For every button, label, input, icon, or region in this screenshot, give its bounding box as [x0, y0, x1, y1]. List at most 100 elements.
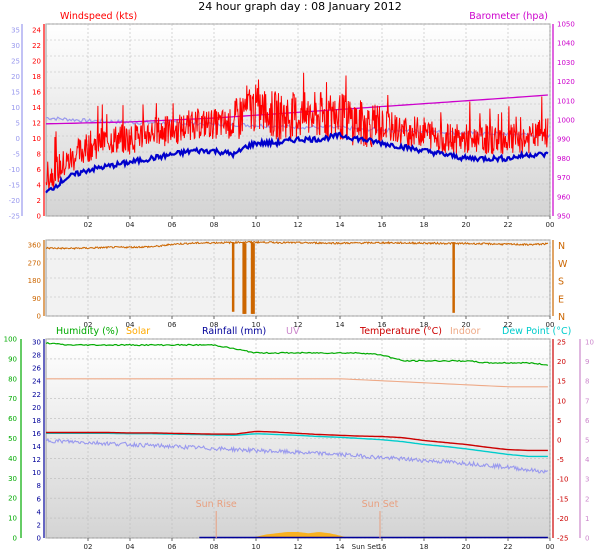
direction-tick-label: 270	[28, 259, 41, 267]
humidity-tick-label: 0	[13, 535, 17, 543]
temp-panel-xtick-label: 22	[504, 543, 513, 551]
legend-entry: Solar	[126, 326, 150, 337]
direction-panel-xtick-label: 06	[168, 321, 177, 329]
direction-panel-xtick-label: 20	[462, 321, 471, 329]
temp-panel-xtick-label: 04	[126, 543, 135, 551]
wind-outer-tick-label: 15	[11, 89, 20, 97]
uv-tick-label: 6	[585, 417, 590, 425]
wind-inner-tick-label: 0	[37, 213, 41, 221]
rainfall-tick-label: 10	[32, 469, 41, 477]
temp-panel-xtick-label: 18	[420, 543, 429, 551]
temp-panel-xtick-label: 16	[378, 543, 387, 551]
temp-panel-xtick-label: 10	[252, 543, 261, 551]
uv-tick-label: 3	[585, 476, 589, 484]
rainfall-tick-label: 22	[32, 391, 41, 399]
baro-tick-label: 960	[557, 193, 570, 201]
direction-panel-xtick-label: 22	[504, 321, 513, 329]
rainfall-tick-label: 12	[32, 456, 41, 464]
temperature-tick-label: 10	[557, 397, 566, 405]
direction-panel-xtick-label: 00	[546, 321, 555, 329]
barometer-axis-title: Barometer (hpa)	[469, 11, 548, 22]
indoor-line	[46, 378, 548, 388]
humidity-tick-label: 40	[8, 455, 17, 463]
temperature-tick-label: -5	[557, 456, 564, 464]
wind-inner-tick-label: 16	[32, 89, 41, 97]
baro-tick-label: 1000	[557, 117, 575, 125]
humidity-tick-label: 30	[8, 475, 17, 483]
rainfall-tick-label: 0	[37, 535, 41, 543]
temp-panel-xtick-label: 12	[294, 543, 303, 551]
direction-drop-mark	[243, 243, 247, 314]
solar-area	[247, 532, 349, 538]
wind-panel-xtick-label: 08	[210, 221, 219, 229]
rainfall-tick-label: 26	[32, 365, 41, 373]
temperature-tick-label: 15	[557, 378, 566, 386]
temperature-tick-label: 25	[557, 339, 566, 347]
wind-outer-tick-label: -20	[9, 197, 20, 205]
temp-panel-xtick-label: 14	[336, 543, 345, 551]
average-wind-line	[45, 131, 549, 194]
wind-panel-xtick-label: 06	[168, 221, 177, 229]
direction-compass-label: N	[558, 241, 565, 252]
wind-outer-tick-label: 35	[11, 27, 20, 35]
wind-outer-tick-label: -5	[13, 151, 20, 159]
direction-compass-label: S	[558, 277, 564, 288]
temp-panel-xtick-label: 00	[546, 543, 555, 551]
rainfall-tick-label: 18	[32, 417, 41, 425]
humidity-tick-label: 20	[8, 495, 17, 503]
sun-annotation: Sun Set	[362, 499, 399, 510]
direction-compass-label: E	[558, 294, 564, 305]
uv-tick-label: 1	[585, 515, 589, 523]
uv-tick-label: 5	[585, 437, 589, 445]
direction-panel-xtick-label: 12	[294, 321, 303, 329]
rainfall-tick-label: 20	[32, 404, 41, 412]
humidity-tick-label: 50	[8, 435, 17, 443]
wind-outer-tick-label: 5	[16, 120, 20, 128]
temperature-tick-label: -15	[557, 495, 568, 503]
temp-panel-xtick-label: 08	[210, 543, 219, 551]
wind-outer-tick-label: 0	[16, 135, 20, 143]
direction-drop-mark	[452, 242, 455, 313]
wind-inner-tick-label: 14	[32, 104, 41, 112]
direction-drop-mark	[231, 242, 235, 312]
wind-inner-tick-label: 6	[37, 166, 42, 174]
humidity-tick-label: 70	[8, 395, 17, 403]
temp-outer-trace-line	[45, 438, 548, 474]
wind-outer-tick-label: -15	[9, 182, 20, 190]
wind-inner-tick-label: 18	[32, 73, 41, 81]
windspeed-line	[45, 72, 549, 190]
uv-tick-label: 7	[585, 397, 589, 405]
baro-tick-label: 970	[557, 174, 570, 182]
wind-outer-tick-label: 10	[11, 104, 20, 112]
temperature-tick-label: -10	[557, 476, 568, 484]
humidity-line	[45, 342, 549, 366]
humidity-tick-label: 80	[8, 375, 17, 383]
direction-compass-label: W	[558, 259, 568, 270]
wind-outer-tick-label: 30	[11, 42, 20, 50]
wind-panel-xtick-label: 04	[126, 221, 135, 229]
temp-panel-xtick-label: 06	[168, 543, 177, 551]
wind-panel-xtick-label: 02	[84, 221, 93, 229]
temperature-tick-label: 20	[557, 358, 566, 366]
legend-entry: Indoor	[450, 326, 480, 337]
humidity-tick-label: 10	[8, 515, 17, 523]
wind-inner-tick-label: 22	[32, 42, 41, 50]
rainfall-tick-label: 16	[32, 430, 41, 438]
baro-tick-label: 950	[557, 213, 570, 221]
rainfall-tick-label: 2	[37, 521, 41, 529]
wind-inner-tick-label: 2	[37, 197, 41, 205]
direction-panel-xtick-label: 04	[126, 321, 135, 329]
baro-tick-label: 980	[557, 155, 570, 163]
wind-panel-xtick-label: 16	[378, 221, 387, 229]
rainfall-tick-label: 30	[32, 339, 41, 347]
windspeed-axis-title: Windspeed (kts)	[60, 11, 137, 22]
humidity-tick-label: 90	[8, 355, 17, 363]
temperature-tick-label: -20	[557, 515, 568, 523]
legend-entry: Rainfall (mm)	[202, 326, 266, 337]
wind-panel-xtick-label: 14	[336, 221, 345, 229]
wind-panel-xtick-label: 10	[252, 221, 261, 229]
sun-annotation: Sun Rise	[196, 499, 237, 510]
legend-entry: Temperature (°C)	[359, 326, 442, 337]
